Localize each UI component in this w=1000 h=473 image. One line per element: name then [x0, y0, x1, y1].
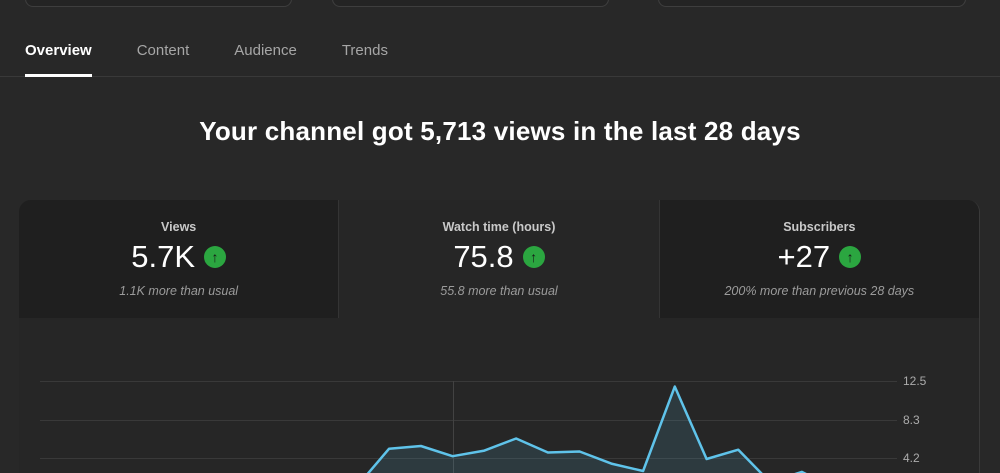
watch-time-value-row: 75.8 ↑: [453, 239, 545, 274]
tab-audience-label: Audience: [234, 42, 297, 59]
y-axis-tick-label: 8.3: [903, 412, 920, 427]
watch-time-value: 75.8: [453, 239, 514, 274]
chart-gridline: [40, 381, 897, 382]
views-note: 1.1K more than usual: [119, 284, 239, 298]
trend-up-icon: ↑: [522, 246, 545, 268]
y-axis-tick-label: 12.5: [903, 374, 927, 388]
metric-tab-subscribers[interactable]: Subscribers +27 ↑ 200% more than previou…: [658, 200, 979, 318]
tab-trends[interactable]: Trends: [342, 42, 388, 76]
channel-summary-headline: Your channel got 5,713 views in the last…: [199, 116, 801, 146]
metric-tab-watch-time[interactable]: Watch time (hours) 75.8 ↑ 55.8 more than…: [338, 200, 659, 318]
chart-gridline: [40, 458, 897, 460]
views-value-row: 5.7K ↑: [131, 239, 227, 274]
chart-vertical-marker: [452, 381, 454, 473]
metric-tab-views[interactable]: Views 5.7K ↑ 1.1K more than usual: [19, 200, 339, 318]
views-label: Views: [161, 220, 197, 234]
subscribers-note: 200% more than previous 28 days: [724, 284, 915, 298]
analytics-summary-card: Views 5.7K ↑ 1.1K more than usual Watch …: [19, 200, 980, 473]
chart-gridline: [40, 419, 897, 421]
watch-time-note: 55.8 more than usual: [440, 284, 558, 298]
trend-up-icon: ↑: [204, 246, 227, 268]
watch-time-chart-area[interactable]: 12.5 8.3 4.2: [19, 318, 979, 473]
tab-overview[interactable]: Overview: [25, 42, 92, 77]
subscribers-value-row: +27 ↑: [778, 241, 862, 273]
tab-audience[interactable]: Audience: [234, 42, 297, 76]
watch-time-label: Watch time (hours): [442, 220, 556, 234]
subscribers-label: Subscribers: [783, 220, 856, 234]
views-value: 5.7K: [131, 239, 196, 274]
y-axis-tick-label: 4.2: [903, 451, 920, 466]
trend-up-icon: ↑: [839, 246, 862, 268]
active-tab-underline: [25, 74, 92, 77]
analytics-tabbar: Overview Content Audience Trends: [0, 0, 1000, 77]
tab-content[interactable]: Content: [137, 42, 190, 76]
tab-content-label: Content: [136, 42, 190, 59]
subscribers-value: +27: [777, 239, 831, 274]
chart-line: [366, 385, 807, 473]
tab-trends-label: Trends: [341, 42, 388, 59]
metric-tabs-row: Views 5.7K ↑ 1.1K more than usual Watch …: [19, 200, 979, 318]
chart-area-fill: [368, 386, 805, 473]
watch-time-chart[interactable]: [40, 318, 897, 473]
tab-overview-label: Overview: [25, 42, 92, 59]
